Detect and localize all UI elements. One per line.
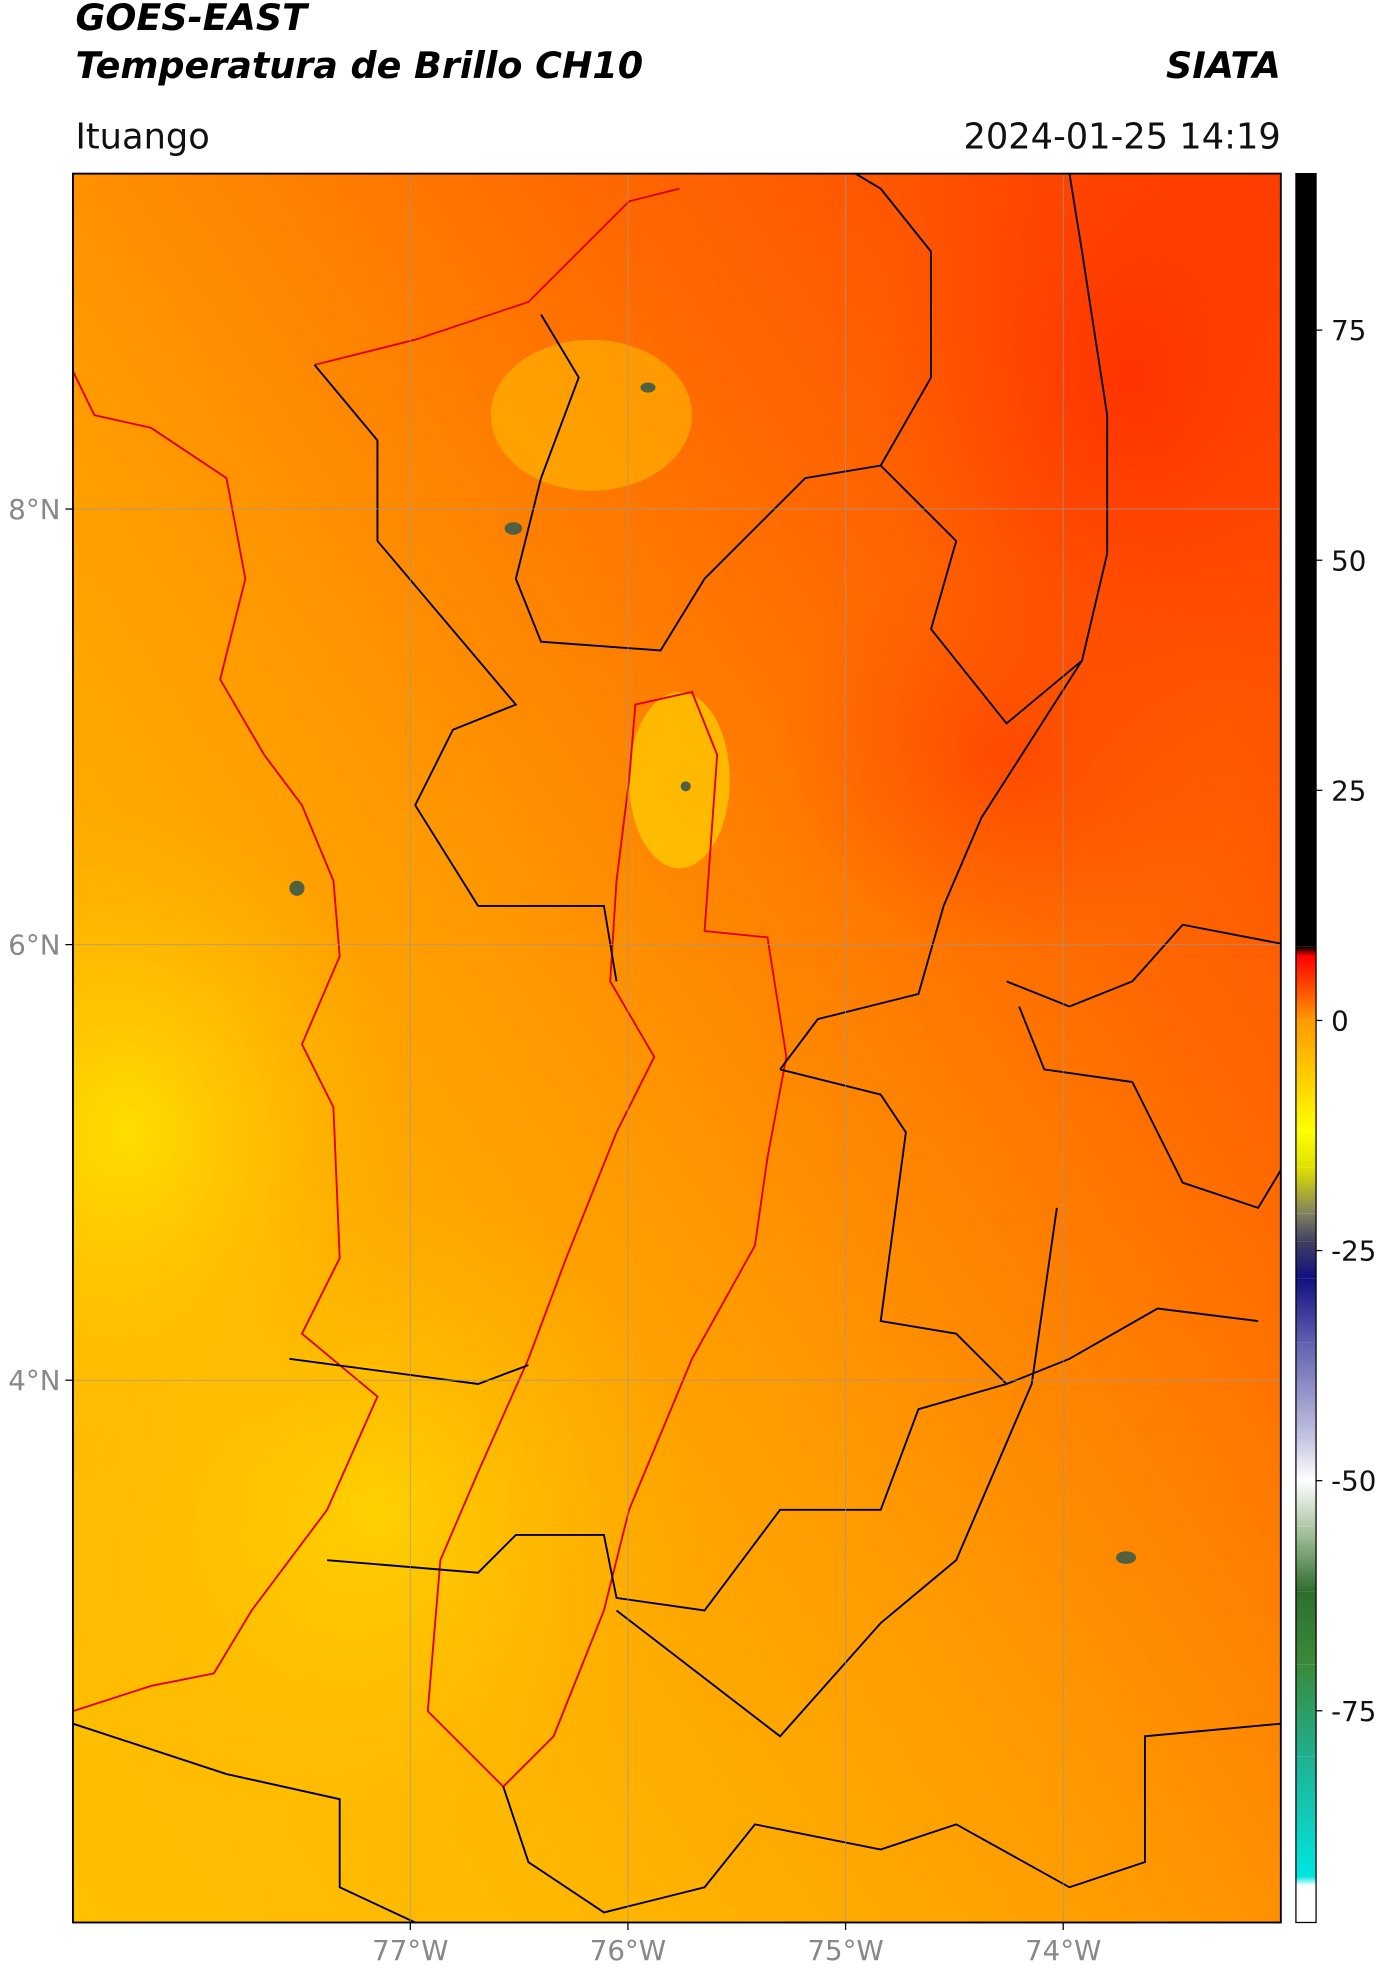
colorbar-tick-label: 50 (1331, 544, 1366, 577)
colorbar-tick-label: -25 (1331, 1235, 1376, 1268)
colorbar-segment (1295, 946, 1317, 957)
colorbar-segment (1295, 1480, 1317, 1527)
colorbar-tick-label: 75 (1331, 314, 1366, 347)
y-tick-label: 8°N (8, 493, 60, 526)
colorbar-segment (1295, 1876, 1317, 1886)
colorbar-tick-label: 0 (1331, 1005, 1349, 1038)
x-tick-label: 76°W (590, 1934, 666, 1967)
colorbar-segment (1295, 1278, 1317, 1343)
timestamp: 2024-01-25 14:19 (963, 116, 1280, 157)
colorbar-segment (1295, 1167, 1317, 1214)
colorbar-segment (1295, 1241, 1317, 1279)
map-frame (72, 172, 1282, 1924)
colorbar-segment (1295, 956, 1317, 1021)
colorbar-segment (1295, 1434, 1317, 1481)
colorbar-segment (1295, 1526, 1317, 1592)
subtitle: Temperatura de Brillo CH10 (75, 44, 643, 87)
brand: SIATA (1166, 44, 1281, 87)
colorbar-tick-label: -50 (1331, 1465, 1376, 1498)
colorbar-tick-label: -75 (1331, 1695, 1376, 1728)
colorbar-frame (1295, 172, 1317, 1924)
x-tick-label: 74°W (1025, 1934, 1101, 1967)
y-tick-label: 6°N (8, 929, 60, 962)
colorbar-segment (1295, 1885, 1317, 1923)
y-tick-label: 4°N (8, 1364, 60, 1397)
x-tick-label: 75°W (807, 1934, 883, 1967)
colorbar-segment (1295, 1591, 1317, 1665)
colorbar-segment (1295, 1213, 1317, 1242)
title: GOES-EAST (75, 0, 310, 39)
colorbar-tick-label: 25 (1331, 774, 1366, 807)
colorbar-segment (1295, 1756, 1317, 1877)
map-image (72, 173, 1281, 1923)
colorbar-segment (1295, 1020, 1317, 1131)
x-tick-label: 77°W (372, 1934, 448, 1967)
axes: 77°W 76°W 75°W 74°W 8°N 6°N 4°N -75 -50 -25 0 25 50 7… (8, 172, 1376, 1967)
colorbar-segment (1295, 1130, 1317, 1168)
location: Ituango (75, 116, 209, 157)
colorbar-segment (1295, 1664, 1317, 1757)
colorbar-segment (1295, 1342, 1317, 1435)
colorbar-segment (1295, 173, 1317, 947)
